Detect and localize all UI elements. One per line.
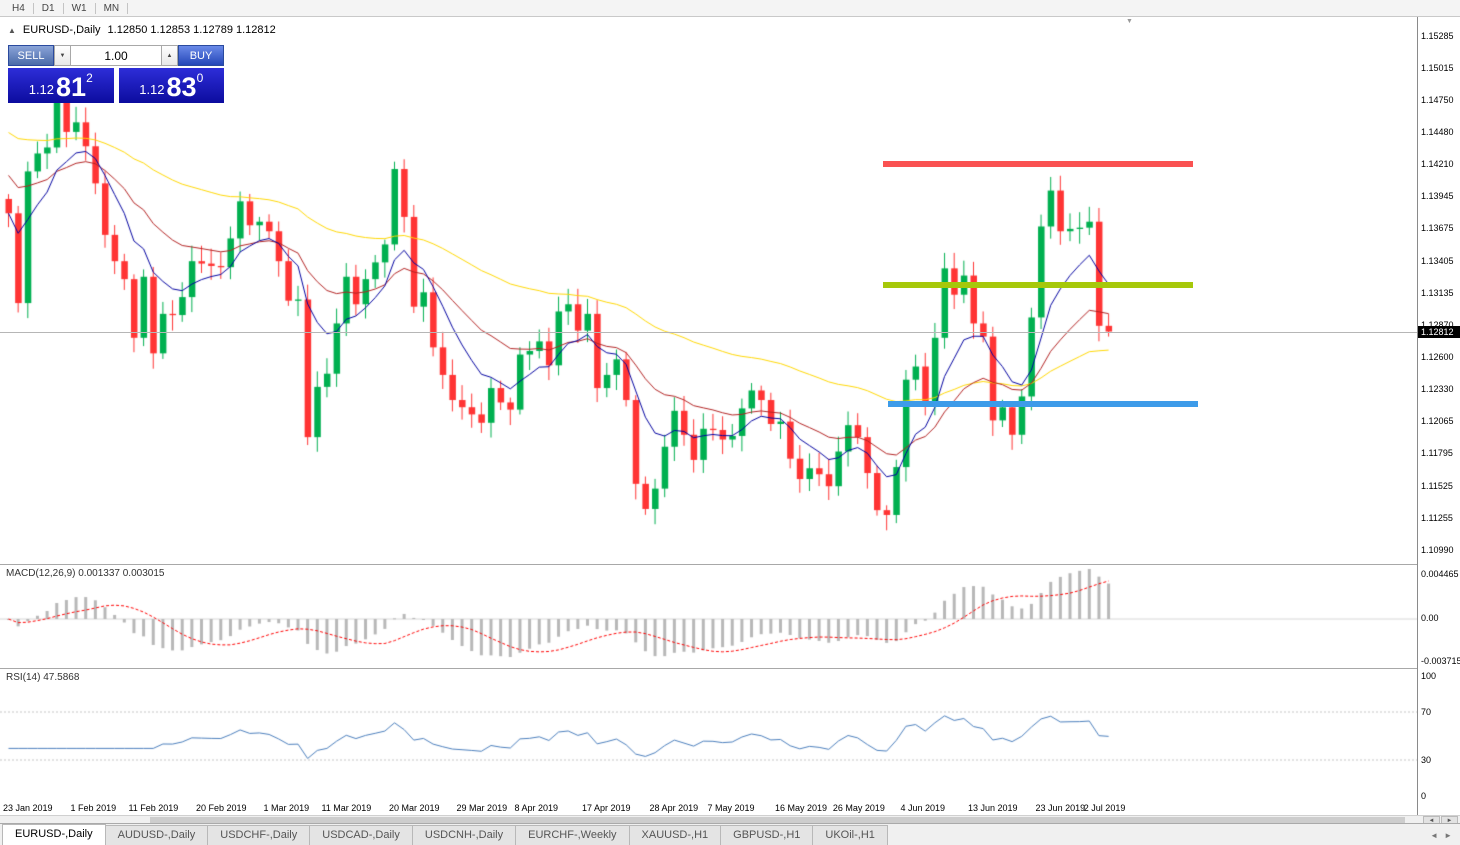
- pivot-line[interactable]: [883, 282, 1193, 289]
- scale-label: 100: [1421, 671, 1437, 681]
- date-axis-label: 20 Mar 2019: [389, 803, 440, 813]
- chart-shift-marker-icon[interactable]: ▼: [1126, 18, 1133, 25]
- date-axis-label: 1 Mar 2019: [263, 803, 310, 813]
- timeframe-h4-button[interactable]: H4: [5, 2, 32, 15]
- scale-label: 1.11255: [1421, 512, 1453, 523]
- scale-label: -0.003715: [1421, 656, 1460, 666]
- timeframe-toolbar: H4 D1 W1 MN: [0, 0, 1460, 17]
- candlestick-chart-canvas[interactable]: [0, 17, 1417, 815]
- scale-label: 1.14480: [1421, 126, 1454, 137]
- scale-label: 70: [1421, 707, 1432, 717]
- chart-tab[interactable]: EURCHF-,Weekly: [515, 825, 630, 845]
- chart-tab[interactable]: EURUSD-,Daily: [2, 824, 106, 845]
- date-axis-label: 17 Apr 2019: [582, 803, 631, 813]
- toolbar-separator: [127, 2, 129, 14]
- scale-label: 1.12870: [1421, 319, 1454, 330]
- chart-symbol-label: EURUSD-,Daily: [22, 24, 101, 36]
- sell-button[interactable]: SELL: [8, 45, 54, 66]
- date-axis-label: 16 May 2019: [775, 803, 828, 813]
- buy-price-prefix: 1.12: [139, 82, 165, 97]
- scale-label: 1.13405: [1421, 255, 1454, 266]
- scale-label: 1.15285: [1421, 30, 1454, 41]
- scale-label: 1.12065: [1421, 415, 1454, 426]
- macd-panel-separator[interactable]: [0, 564, 1460, 565]
- rsi-panel-separator[interactable]: [0, 668, 1460, 669]
- date-axis-label: 7 May 2019: [707, 803, 755, 813]
- scale-label: 0: [1421, 791, 1427, 801]
- scale-label: 1.13675: [1421, 223, 1454, 234]
- support-line[interactable]: [888, 400, 1198, 407]
- buy-button[interactable]: BUY: [178, 45, 224, 66]
- scale-label: 1.15015: [1421, 62, 1454, 73]
- chart-tab[interactable]: USDCHF-,Daily: [207, 825, 311, 845]
- sell-price-display[interactable]: 1.12 81 2: [8, 68, 114, 103]
- volume-input[interactable]: [71, 45, 161, 66]
- bid-price-line: [0, 331, 1417, 333]
- chart-title-row: ▲ EURUSD-,Daily 1.12850 1.12853 1.12789 …: [8, 24, 276, 36]
- chart-tab[interactable]: UKOil-,H1: [812, 825, 888, 845]
- chart-tab[interactable]: XAUUSD-,H1: [628, 825, 722, 845]
- scale-label: 0.004465: [1421, 569, 1459, 579]
- scale-label: 1.14750: [1421, 94, 1454, 105]
- macd-indicator-label: MACD(12,26,9) 0.001337 0.003015: [6, 568, 165, 579]
- chart-tab[interactable]: GBPUSD-,H1: [720, 825, 814, 845]
- sell-price-main: 81: [56, 72, 87, 102]
- scale-label: 0.00: [1421, 613, 1439, 623]
- date-axis-label: 26 May 2019: [832, 803, 885, 813]
- scale-label: 1.13135: [1421, 287, 1454, 298]
- toolbar-separator: [62, 2, 64, 14]
- volume-down-button[interactable]: ▼: [54, 45, 71, 66]
- chart-window: ▲ EURUSD-,Daily 1.12850 1.12853 1.12789 …: [0, 17, 1460, 845]
- scrollbar-thumb[interactable]: [150, 817, 1405, 823]
- timeframe-w1-button[interactable]: W1: [65, 2, 94, 15]
- toolbar-separator: [32, 2, 34, 14]
- tab-scroll-right-icon[interactable]: ►: [1444, 831, 1452, 840]
- buy-price-display[interactable]: 1.12 83 0: [118, 68, 224, 103]
- date-axis-label: 13 Jun 2019: [968, 803, 1018, 813]
- chart-tab[interactable]: USDCNH-,Daily: [411, 825, 517, 845]
- rsi-indicator-label: RSI(14) 47.5868: [6, 672, 80, 683]
- volume-up-button[interactable]: ▲: [161, 45, 178, 66]
- buy-price-main: 83: [166, 72, 197, 102]
- date-axis-label: 11 Mar 2019: [321, 803, 372, 813]
- chart-tab[interactable]: AUDUSD-,Daily: [104, 825, 209, 845]
- date-axis-label: 20 Feb 2019: [196, 803, 247, 813]
- horizontal-scrollbar[interactable]: ◄ ►: [0, 815, 1460, 824]
- scale-label: 1.13945: [1421, 190, 1454, 201]
- sell-price-pip: 2: [86, 71, 93, 85]
- scale-label: 1.10990: [1421, 544, 1454, 555]
- tab-scroll-left-icon[interactable]: ◄: [1430, 831, 1438, 840]
- date-axis-label: 2 Jul 2019: [1083, 803, 1126, 813]
- date-axis-label: 29 Mar 2019: [456, 803, 508, 813]
- timeframe-d1-button[interactable]: D1: [35, 2, 62, 15]
- date-axis-label: 23 Jan 2019: [3, 803, 53, 813]
- scale-label: 1.12330: [1421, 384, 1454, 395]
- date-axis-label: 8 Apr 2019: [514, 803, 558, 813]
- buy-price-pip: 0: [196, 71, 204, 85]
- date-axis-label: 11 Feb 2019: [128, 803, 179, 813]
- date-axis-label: 4 Jun 2019: [900, 803, 945, 813]
- time-axis[interactable]: 23 Jan 2019 1 Feb 2019 11 Feb 2019 20 Feb 2…: [0, 800, 1417, 815]
- chart-ohlc-values: 1.12850 1.12853 1.12789 1.12812: [107, 24, 276, 36]
- resistance-line[interactable]: [883, 161, 1193, 168]
- date-axis-label: 1 Feb 2019: [70, 803, 117, 813]
- trade-panel-collapse-icon[interactable]: ▲: [8, 25, 16, 35]
- scale-label: 1.11795: [1421, 448, 1453, 459]
- one-click-trading-panel: SELL ▼ ▲ BUY 1.12 81 2 1.12 83 0: [8, 45, 224, 103]
- sell-price-prefix: 1.12: [28, 82, 55, 97]
- timeframe-mn-button[interactable]: MN: [97, 2, 127, 15]
- chart-tab[interactable]: USDCAD-,Daily: [309, 825, 413, 845]
- scale-label: 1.11525: [1421, 480, 1453, 491]
- scale-label: 1.12600: [1421, 351, 1454, 362]
- price-scale-axis[interactable]: 1.12812 1.15285 1.15015 1.14750 1.14480 1.14…: [1417, 17, 1460, 815]
- chart-tabs-bar: ◄ ► EURUSD-,Daily AUDUSD-,Daily USDCHF-,Da…: [0, 823, 1460, 845]
- bid-price-tag: 1.12812: [1418, 325, 1460, 338]
- date-axis-label: 28 Apr 2019: [649, 803, 699, 813]
- scale-label: 1.14210: [1421, 159, 1454, 170]
- toolbar-separator: [94, 2, 96, 14]
- date-axis-label: 23 Jun 2019: [1035, 803, 1086, 813]
- scale-label: 30: [1421, 755, 1432, 765]
